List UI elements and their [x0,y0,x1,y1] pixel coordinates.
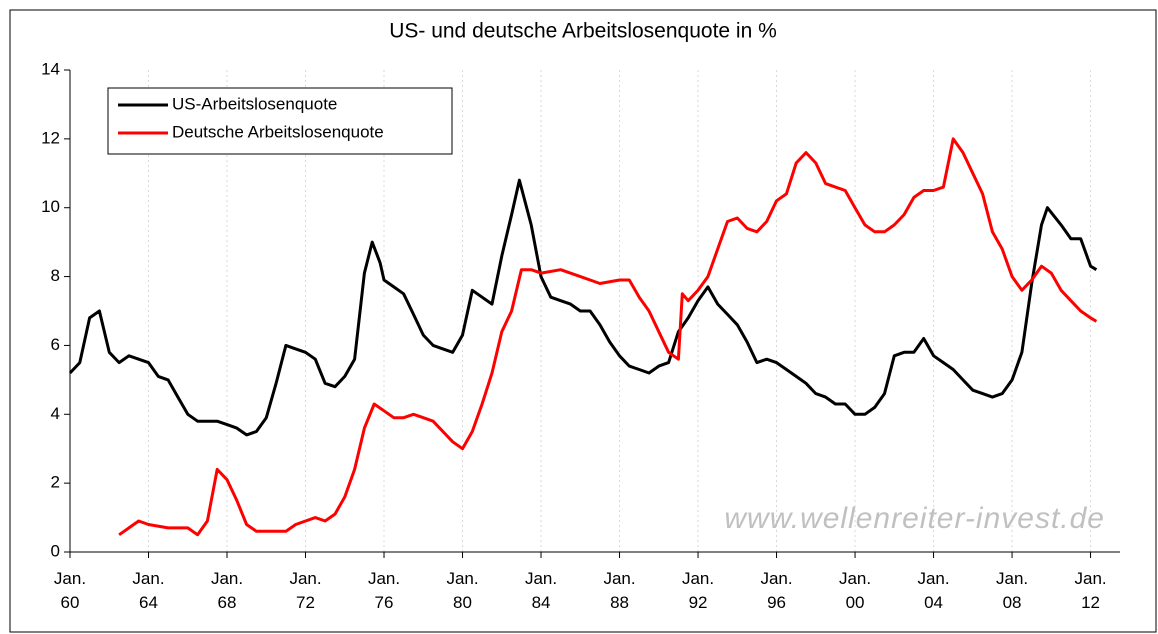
legend-label: US-Arbeitslosenquote [172,94,337,113]
x-tick-label: Jan. 04 [917,569,949,612]
x-tick-label: Jan. 76 [368,569,400,612]
x-tick-label: Jan. 92 [682,569,714,612]
chart-title: US- und deutsche Arbeitslosenquote in % [389,20,777,43]
x-tick-label: Jan. 68 [211,569,243,612]
x-tick-label: Jan. 84 [525,569,557,612]
y-tick-label: 8 [51,266,60,285]
y-tick-label: 4 [51,404,60,423]
legend-label: Deutsche Arbeitslosenquote [172,122,384,141]
data-line [68,178,1098,437]
y-tick-label: 6 [51,335,60,354]
x-tick-label: Jan. 80 [446,569,478,612]
legend-box [107,87,453,155]
x-tick-label: Jan. 00 [839,569,871,612]
y-tick-label: 2 [51,473,60,492]
x-tick-label: Jan. 12 [1074,569,1106,612]
x-tick-label: Jan. 96 [760,569,792,612]
x-tick-label: Jan. 64 [132,569,164,612]
x-tick-label: Jan. 08 [996,569,1028,612]
y-tick-label: 12 [41,128,60,147]
x-tick-label: Jan. 60 [54,569,86,612]
y-tick-label: 10 [41,197,60,216]
y-tick-label: 0 [51,541,60,560]
data-line [118,137,1098,537]
watermark: www.wellenreiter-invest.de [724,502,1105,535]
x-tick-label: Jan. 88 [603,569,635,612]
y-tick-label: 14 [41,59,60,78]
x-tick-label: Jan. 72 [289,569,321,612]
